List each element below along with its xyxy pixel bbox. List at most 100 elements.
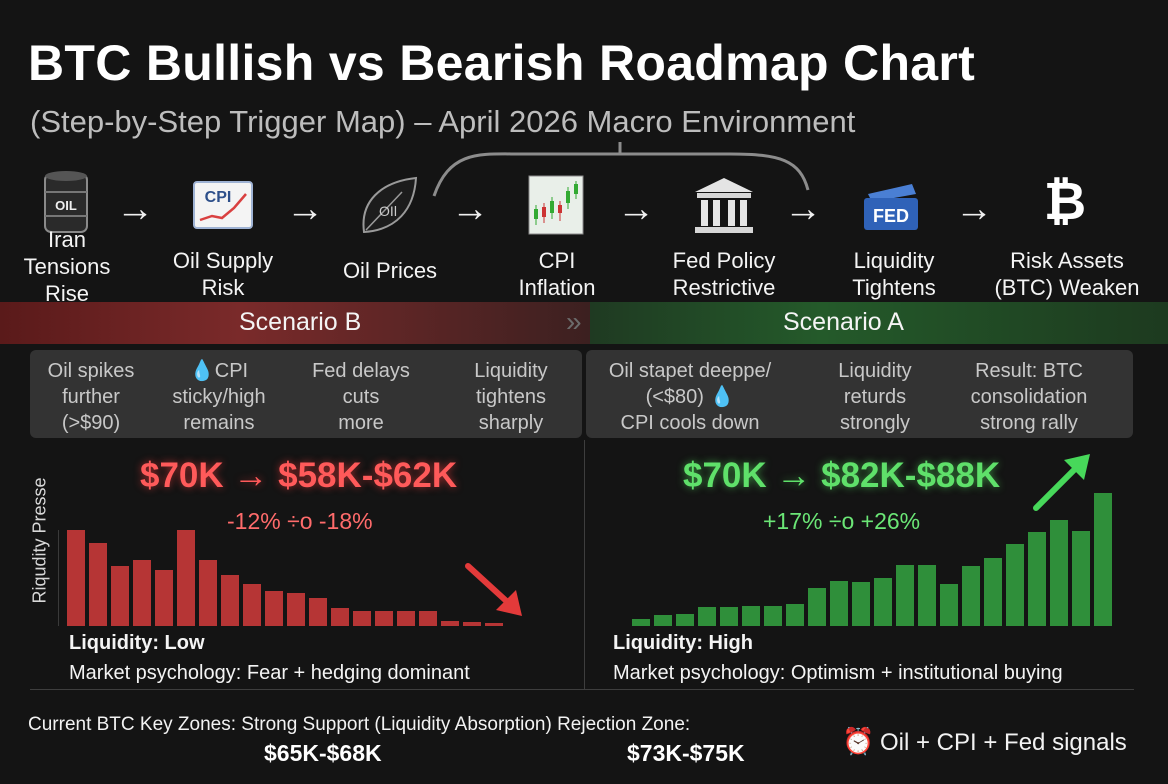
scenario-b-bar (265, 591, 283, 626)
flow-arrow: → (617, 188, 655, 230)
scenario-b-bar (287, 593, 305, 626)
uptrend-arrow-icon (1033, 454, 1090, 511)
scenario-b-bar (221, 575, 239, 626)
trigger-item: Result: BTC consolidation strong rally (970, 360, 1088, 434)
flow-arrow: → (955, 188, 993, 230)
scenario-a-bar-chart (632, 490, 1112, 626)
flow-label: Liquidity Tightens (852, 248, 936, 300)
scenario-a-bar (698, 606, 716, 626)
signals-text: Oil + CPI + Fed signals (880, 729, 1127, 756)
page-subtitle: (Step-by-Step Trigger Map) – April 2026 … (30, 104, 856, 139)
trigger-item: Oil spikes further (>$90) (47, 360, 135, 434)
scenario-a-bar (940, 583, 958, 626)
scenario-b-bar (463, 622, 481, 626)
oil-leaf-text: OIl (379, 203, 397, 219)
scenario-b-bar (199, 559, 217, 626)
scenario-a-bar (1050, 519, 1068, 626)
scenario-b-target: $70K → $58K-$62K (140, 456, 458, 495)
scenario-b-bar (111, 566, 129, 626)
scenario-b-label: Scenario B (239, 308, 362, 336)
flow-arrow: → (784, 188, 822, 230)
oil-leaf-icon: OIl (356, 172, 422, 238)
scenario-a-bar (918, 564, 936, 626)
scenario-a-bar (742, 605, 760, 626)
scenario-a-bar (1028, 532, 1046, 626)
cpi-chart-icon: CPI (192, 180, 254, 230)
scenario-b-liquidity: Liquidity: Low (69, 632, 205, 654)
scenario-b-pct: -12% ÷o -18% (227, 508, 373, 534)
page-title: BTC Bullish vs Bearish Roadmap Chart (28, 35, 976, 91)
scenario-b-bar (397, 610, 415, 626)
scenario-b-bar (309, 598, 327, 626)
scenario-a-bar (764, 605, 782, 626)
scenario-a-bar (632, 619, 650, 626)
bank-building-icon (693, 176, 755, 234)
trigger-item: Liquidity returds strongly (838, 360, 912, 434)
flow-arrow: → (286, 188, 324, 230)
flow-label: Oil Prices (342, 258, 438, 283)
scenario-b-bar (243, 583, 261, 626)
flow-label: Oil Supply Risk (172, 248, 274, 300)
scenario-a-bar (830, 581, 848, 626)
scenario-a-bar (852, 582, 870, 626)
candlestick-chart-icon (528, 175, 584, 235)
scenario-b-bar (155, 570, 173, 626)
scenario-b-bar (133, 559, 151, 626)
trigger-item: Fed delays cuts more (312, 360, 410, 434)
scenario-a-bar (874, 578, 892, 626)
flow-arrow: → (116, 188, 154, 230)
scenario-a-bar (720, 606, 738, 626)
scenario-b-bar (485, 623, 503, 626)
flow-label: Fed Policy Restrictive (672, 248, 776, 300)
downtrend-arrow-icon (465, 563, 522, 616)
scenario-b-bar (375, 610, 393, 626)
scenario-a-liquidity: Liquidity: High (613, 632, 753, 654)
oil-barrel-text: OIL (55, 198, 77, 213)
flow-label: CPI Inflation (518, 248, 596, 300)
scenario-b-bar (419, 610, 437, 626)
scenario-a-bar (984, 558, 1002, 626)
scenario-a-band (590, 302, 1168, 344)
trigger-item: Liquidity tightens sharply (474, 360, 548, 434)
scenario-b-triggers (30, 350, 582, 438)
scenario-a-bar (654, 615, 672, 626)
scenario-a-label: Scenario A (783, 308, 904, 336)
scenario-a-psychology: Market psychology: Optimism + institutio… (613, 662, 1063, 684)
flow-label: Iran Tensions Rise (23, 227, 111, 306)
scenario-a-bar (962, 566, 980, 626)
scenario-a-target: $70K → $82K-$88K (683, 456, 1001, 495)
scenario-a-pct: +17% ÷o +26% (763, 508, 921, 534)
scenario-a-bar (1006, 544, 1024, 626)
center-divider (584, 440, 585, 690)
trigger-item: Oil stapet deeppe/(<$80) 💧 CPI cools down (608, 360, 772, 434)
trigger-item: 💧CPI sticky/high remains (172, 360, 266, 434)
scenario-a-bar (1072, 530, 1090, 626)
scenario-b-bar (67, 530, 85, 626)
scenario-b-bar (441, 621, 459, 626)
flow-arrow: → (451, 188, 489, 230)
flow-label: Risk Assets (BTC) Weaken (994, 248, 1140, 300)
fed-sign-icon: FED (862, 180, 920, 232)
bitcoin-icon: ₿ (1043, 173, 1087, 231)
scenario-a-bar (896, 564, 914, 626)
y-axis-line (58, 530, 59, 626)
scenario-a-bar (1094, 492, 1112, 626)
scenario-a-bar (808, 587, 826, 626)
scenario-b-bar (353, 610, 371, 626)
scenario-b-bar-chart (67, 530, 527, 626)
curved-connector (432, 142, 810, 197)
oil-barrel-icon: OIL (42, 170, 90, 236)
scenario-a-bar (676, 613, 694, 626)
scenario-b-bar (331, 607, 349, 626)
scenario-a-triggers (586, 350, 1133, 438)
scenario-divider-icon: » (566, 306, 582, 337)
scenario-b-bar (177, 530, 195, 626)
support-zone-value: $65K-$68K (264, 740, 382, 766)
alarm-clock-icon: ⏰ (842, 726, 875, 756)
scenario-b-bar (89, 543, 107, 626)
fed-icon-text: FED (873, 206, 909, 226)
rejection-zone-value: $73K-$75K (627, 740, 745, 766)
scenario-b-band (0, 302, 600, 344)
scenario-a-bar (786, 604, 804, 626)
cpi-icon-text: CPI (205, 189, 232, 206)
